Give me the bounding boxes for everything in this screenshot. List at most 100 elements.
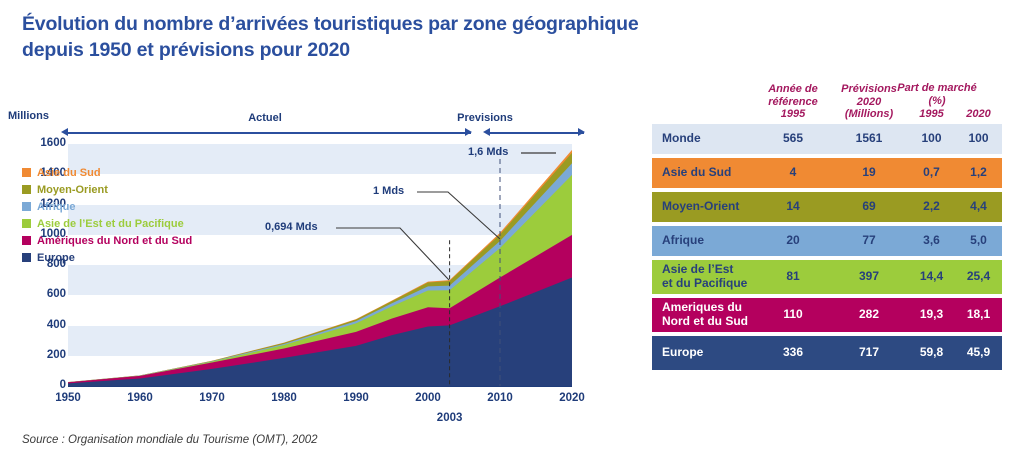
table-cell-ref-1995: 565 [782,131,804,146]
table-header-forecast-2020: Prévisions 2020 (Millions) [830,83,908,124]
table-header-forecast-l2: 2020 [856,95,882,108]
y-tick-1200: 1200 [40,197,66,210]
table-cell-region: Ameriques du Nord et du Sud [652,301,756,328]
y-tick-0: 0 [59,379,66,391]
table-header-share-1995: 1995 [908,108,955,124]
table-cell-share-2020: 18,1 [966,307,991,322]
table-cell-share-1995: 14,4 [919,269,944,284]
table-cell-share-1995: 3,6 [923,233,940,248]
y-axis-units-label: Millions [8,110,49,122]
table-header-reference-year: Année de référence 1995 [756,83,830,124]
legend-label-afrique: Afrique [37,200,76,213]
forecast-span-arrow-right-icon [578,127,585,136]
table-cell-ref-1995: 4 [789,165,797,180]
table-cell-region: Monde [662,131,701,146]
actual-span-arrow-right-icon [465,127,472,136]
y-tick-400: 400 [46,318,66,331]
x-tick-2010: 2010 [487,392,513,404]
y-tick-600: 600 [46,288,66,301]
table-header-market-share-l2: (%) [928,94,946,107]
table-cell-region: Afrique [662,233,704,248]
leader-line-0694mds [336,227,450,281]
x-tick-1990: 1990 [343,392,369,404]
table-cell-share-2020: 45,9 [966,345,991,360]
table-header-forecast-l3: (Millions) [844,108,894,121]
area-series-group [68,149,572,386]
annotation-leaders-group [336,152,556,281]
table-cell-region: Moyen-Orient [662,199,740,214]
x-tick-1960: 1960 [127,392,153,404]
legend-label-asie-du-sud: Asie du Sud [37,166,101,179]
marker-lines-group [449,150,501,386]
legend-item-afrique: Afrique [22,198,252,215]
table-cell-region: Europe [662,345,704,360]
table-cell-forecast-2020: 1561 [855,131,883,146]
table-cell-share-2020: 4,4 [970,199,987,214]
y-tick-1600: 1600 [40,137,66,149]
table-header-reference-year-l1: Année de [768,82,818,95]
table-cell-region: Asie de l’Est et du Pacifique [652,263,756,290]
table-cell-forecast-2020: 717 [858,345,880,360]
table-cell-share-1995: 2,2 [923,199,940,214]
legend-item-ameriques: Amériques du Nord et du Sud [22,232,252,249]
table-cell-share-2020: 5,0 [970,233,987,248]
plot-area: 1600 1400 1200 1000 800 600 400 200 0 [40,137,584,424]
table-cell-share-1995: 59,8 [919,345,944,360]
annotation-16-mds: 1,6 Mds [468,146,509,158]
table-row: Monde 565 1561 100 100 [652,124,1002,154]
page-title-line2: depuis 1950 et prévisions pour 2020 [22,38,350,61]
table-header-market-share-group: Part de marché (%) [878,82,996,108]
annotation-1-mds: 1 Mds [373,185,405,197]
area-europe [68,277,572,386]
page-title: Évolution du nombre d’arrivées touristiq… [22,12,822,63]
table-row: Moyen-Orient 14 69 2,2 4,4 [652,192,1002,222]
table-header-row: Année de référence 1995 Prévisions 2020 … [652,76,1002,124]
table-cell-share-1995: 19,3 [919,307,944,322]
legend-item-asie-est-pacifique: Asie de l’Est et du Pacifique [22,215,252,232]
table-cell-ref-1995: 14 [786,199,800,214]
period-span-bar: Actuel Previsions [60,112,585,138]
legend-item-europe: Europe [22,249,252,266]
source-note: Source : Organisation mondiale du Touris… [22,434,318,446]
grid-band [68,144,572,175]
x-tick-1970: 1970 [199,392,225,404]
table-header-reference-year-l3: 1995 [780,108,806,121]
table-cell-region-l2: Nord et du Sud [662,314,748,328]
y-tick-800: 800 [46,258,66,270]
table-header-forecast-l1: Prévisions [841,82,897,95]
table-header-share-1995-label: 1995 [919,108,944,121]
leader-line-1mds [417,191,501,240]
forecast-span-line [488,132,584,134]
table-cell-region: Asie du Sud [662,165,732,180]
page-title-line1: Évolution du nombre d’arrivées touristiq… [22,13,639,35]
legend-swatch-ameriques [22,236,31,245]
table-cell-region-l2: et du Pacifique [662,276,748,290]
table-cell-share-2020: 1,2 [970,165,987,180]
table-header-share-2020-label: 2020 [966,108,991,121]
period-label-actual: Actuel [248,112,282,124]
x-tick-2020: 2020 [559,392,585,404]
x-tick-1980: 1980 [271,392,297,404]
table-cell-forecast-2020: 77 [862,233,876,248]
table-header-market-share-l1: Part de marché [897,82,977,94]
x-tick-2003-sub: 2003 [436,412,463,424]
legend-swatch-asie-est-pacifique [22,219,31,228]
legend-label-moyen-orient: Moyen-Orient [37,183,108,196]
table-cell-region-l1: Ameriques du [662,300,743,315]
table-cell-share-2020: 25,4 [966,269,991,284]
table-row: Europe 336 717 59,8 45,9 [652,336,1002,370]
data-table: Année de référence 1995 Prévisions 2020 … [652,76,1002,374]
table-cell-share-2020: 100 [968,131,989,146]
table-header-name [652,121,756,124]
annotation-0694-mds: 0,694 Mds [265,221,318,233]
legend-item-asie-du-sud: Asie du Sud [22,164,252,181]
stacked-area-chart: Millions Actuel Previsions 1600 1400 120… [0,108,620,428]
legend-swatch-afrique [22,202,31,211]
table-header-share-2020: 2020 [955,108,1002,124]
legend-swatch-europe [22,253,31,262]
table-row: Asie du Sud 4 19 0,7 1,2 [652,158,1002,188]
actual-span-arrow-left-icon [61,127,68,136]
chart-legend: Asie du Sud Moyen-Orient Afrique Asie de… [22,164,252,266]
actual-span-line [66,132,471,134]
